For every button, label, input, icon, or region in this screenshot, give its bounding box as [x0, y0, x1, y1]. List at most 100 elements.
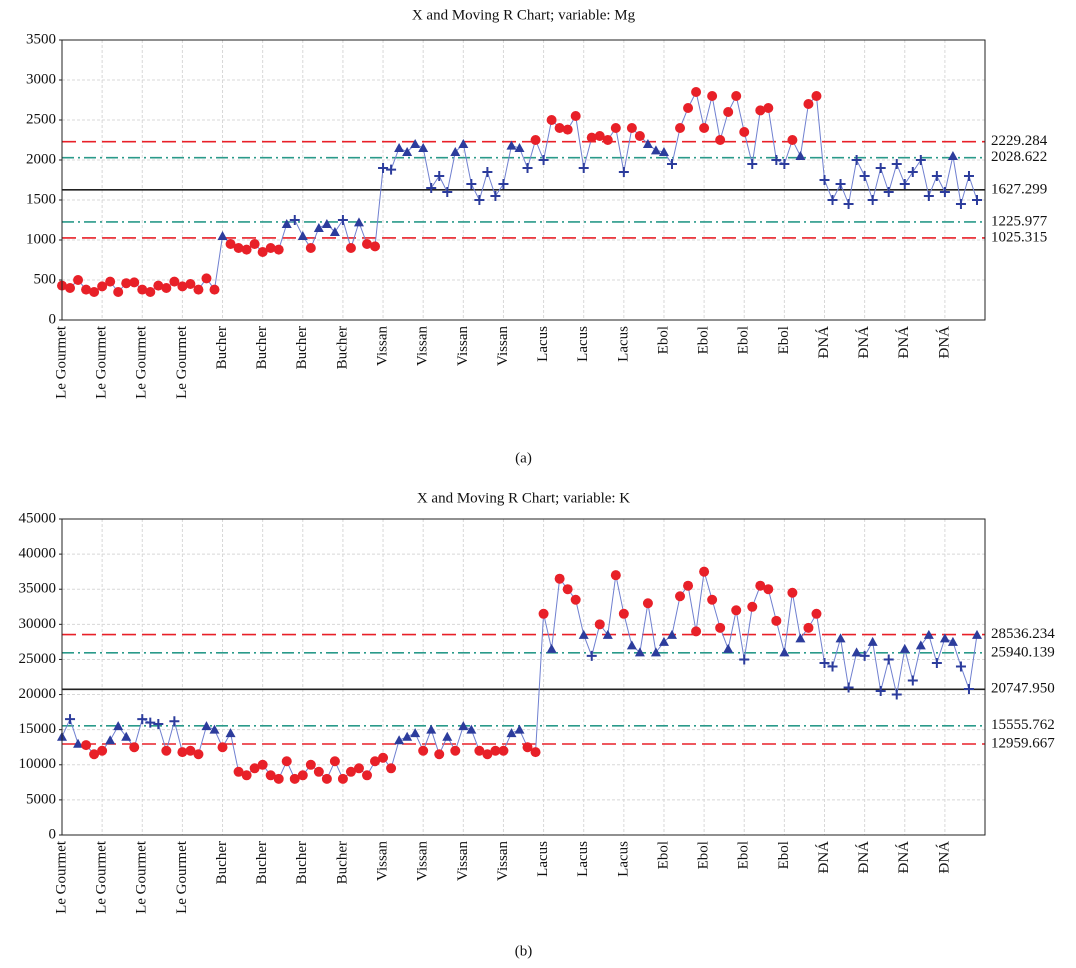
alarm-point	[707, 594, 718, 605]
alarm-point	[755, 580, 766, 591]
alarm-point	[378, 752, 389, 763]
point	[907, 675, 918, 686]
x-tick-label: Bucher	[254, 841, 270, 884]
alarm-point	[362, 770, 372, 781]
alarm-point	[618, 608, 629, 619]
point	[859, 171, 870, 181]
x-tick-label: Le Gourmet	[53, 325, 69, 399]
alarm-point	[362, 239, 372, 249]
alarm-point	[97, 745, 108, 756]
alarm-point	[313, 766, 324, 777]
alarm-point	[217, 742, 228, 753]
point	[490, 191, 501, 201]
warning-point	[353, 217, 364, 227]
alarm-point	[233, 243, 244, 253]
alarm-point	[530, 135, 541, 145]
point	[466, 179, 477, 189]
point	[819, 175, 830, 185]
warning-point	[281, 219, 292, 228]
point	[963, 683, 974, 694]
warning-point	[578, 629, 589, 639]
point	[739, 654, 750, 665]
x-tick-label: Vissan	[415, 841, 431, 881]
point	[779, 159, 790, 169]
x-tick-label: Lacus	[575, 841, 591, 877]
warning-point	[642, 139, 653, 148]
point	[963, 171, 974, 181]
alarm-point	[602, 135, 613, 145]
point	[883, 654, 894, 665]
warning-point	[209, 724, 220, 734]
point	[955, 199, 966, 209]
x-tick-label: ĐNÁ	[895, 326, 912, 359]
warning-point	[915, 640, 926, 650]
y-tick-label: 25000	[19, 651, 57, 667]
point	[145, 717, 156, 728]
y-tick-label: 35000	[19, 581, 57, 597]
alarm-point	[490, 745, 501, 756]
alarm-point	[233, 766, 244, 777]
warning-point	[602, 629, 613, 639]
point	[859, 650, 870, 661]
alarm-point	[787, 587, 798, 598]
alarm-point	[185, 279, 196, 289]
alarm-point	[554, 573, 565, 584]
x-tick-label: Lacus	[535, 841, 551, 877]
control-limit-label: 2028.622	[991, 149, 1047, 165]
warning-point	[321, 219, 332, 228]
plot-frame	[61, 39, 986, 321]
alarm-point	[450, 745, 461, 756]
point	[899, 179, 910, 189]
alarm-point	[370, 241, 381, 252]
warning-point	[297, 231, 308, 240]
alarm-point	[353, 763, 364, 774]
point	[586, 650, 597, 661]
alarm-point	[305, 243, 316, 253]
point	[939, 187, 950, 197]
point	[883, 187, 894, 197]
alarm-point	[201, 273, 212, 284]
warning-point	[667, 629, 677, 639]
alarm-point	[691, 626, 702, 637]
alarm-point	[699, 123, 710, 133]
alarm-point	[715, 135, 726, 145]
alarm-point	[498, 745, 509, 756]
point	[875, 686, 886, 697]
control-limit-label: 20747.950	[991, 681, 1055, 697]
control-limit-label: 15555.762	[991, 717, 1055, 733]
y-tick-label: 2500	[26, 111, 56, 127]
alarm-point	[562, 124, 573, 135]
point	[169, 716, 180, 727]
alarm-point	[265, 243, 276, 253]
x-tick-label: Ebol	[696, 326, 712, 354]
alarm-point	[329, 756, 340, 767]
warning-point	[458, 721, 469, 731]
warning-point	[121, 731, 132, 741]
point	[875, 163, 886, 173]
x-tick-label: Ebol	[736, 326, 752, 354]
alarm-point	[345, 243, 356, 253]
alarm-point	[345, 766, 356, 777]
alarm-point	[675, 123, 686, 133]
caption: (a)	[515, 450, 532, 466]
point	[538, 155, 549, 165]
point	[426, 183, 437, 193]
y-tick-label: 10000	[19, 756, 57, 772]
warning-point	[402, 147, 413, 156]
y-tick-label: 0	[49, 826, 57, 842]
alarm-point	[474, 745, 485, 756]
x-tick-label: Lacus	[615, 841, 631, 877]
point	[522, 163, 533, 173]
alarm-point	[610, 123, 621, 133]
x-tick-label: Lacus	[615, 326, 631, 362]
point	[618, 167, 629, 177]
alarm-point	[321, 773, 332, 784]
alarm-point	[418, 745, 429, 756]
warning-point	[514, 143, 525, 152]
alarm-point	[634, 131, 645, 141]
alarm-point	[803, 99, 814, 109]
point	[843, 682, 854, 693]
alarm-point	[546, 115, 557, 125]
control-limit-label: 28536.234	[991, 626, 1055, 642]
